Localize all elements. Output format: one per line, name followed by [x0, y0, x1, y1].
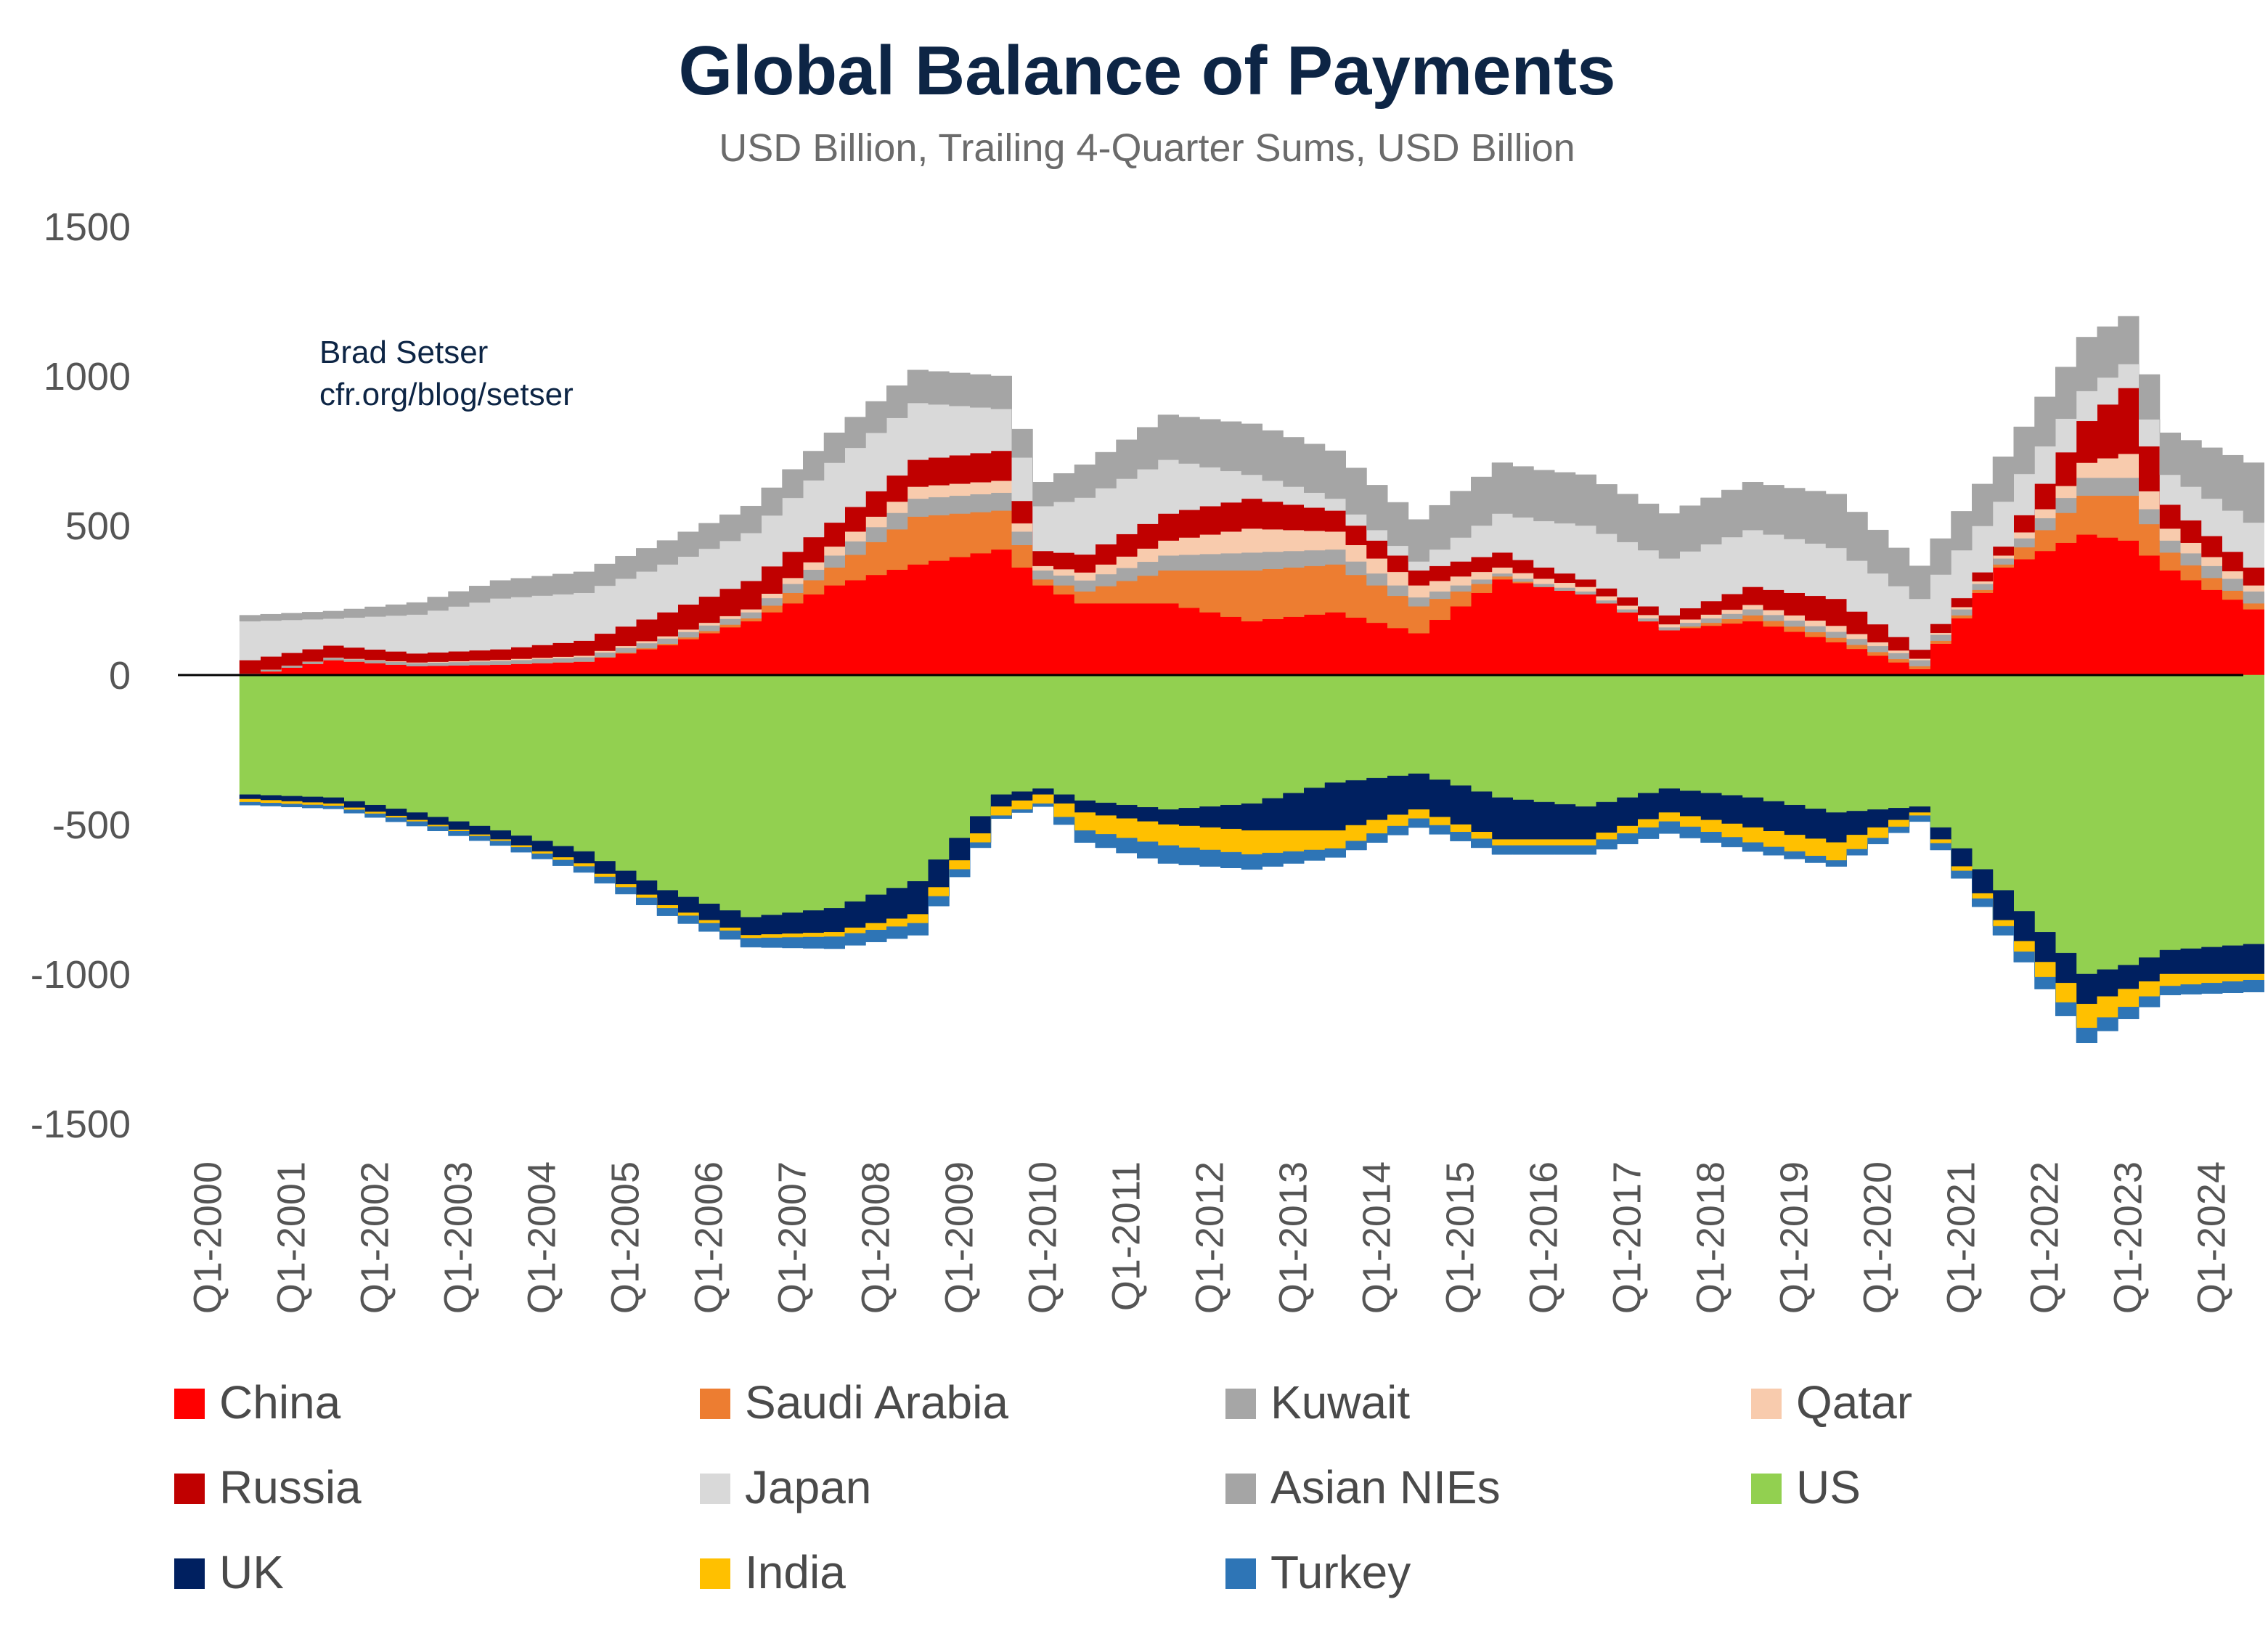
- plot-area: [239, 316, 2264, 1044]
- legend-swatch: [174, 1389, 205, 1419]
- series-area-asian-nies: [239, 316, 2264, 622]
- legend-swatch: [700, 1474, 730, 1504]
- legend-item-asian-nies: Asian NIEs: [1225, 1461, 1501, 1513]
- legend-label: UK: [219, 1546, 284, 1598]
- x-tick-label: Q1-2016: [1522, 1161, 1565, 1314]
- legend: China Saudi Arabia Kuwait Qatar Russia Japan A…: [174, 1376, 1912, 1598]
- legend-label: Japan: [745, 1461, 871, 1513]
- x-tick-label: Q1-2009: [937, 1161, 981, 1314]
- x-tick-label: Q1-2007: [770, 1161, 814, 1314]
- x-tick-label: Q1-2015: [1438, 1161, 1482, 1314]
- legend-item-china: China: [174, 1376, 341, 1429]
- chart-title: Global Balance of Payments: [678, 32, 1615, 110]
- legend-label: Saudi Arabia: [745, 1376, 1008, 1429]
- legend-swatch: [174, 1474, 205, 1504]
- legend-swatch: [174, 1558, 205, 1589]
- y-tick-label: -1500: [30, 1103, 131, 1146]
- x-tick-label: Q1-2005: [603, 1161, 647, 1314]
- x-tick-label: Q1-2011: [1104, 1161, 1148, 1311]
- legend-item-turkey: Turkey: [1225, 1546, 1411, 1598]
- x-tick-label: Q1-2010: [1021, 1161, 1064, 1314]
- legend-label: India: [745, 1546, 846, 1598]
- x-tick-label: Q1-2008: [854, 1161, 897, 1314]
- x-tick-label: Q1-2017: [1605, 1161, 1649, 1314]
- legend-label: US: [1796, 1461, 1861, 1513]
- legend-swatch: [700, 1389, 730, 1419]
- x-tick-label: Q1-2014: [1355, 1161, 1398, 1314]
- chart-subtitle: USD Billion, Trailing 4-Quarter Sums, US…: [719, 126, 1575, 170]
- legend-label: Qatar: [1796, 1376, 1912, 1429]
- y-tick-label: 1000: [44, 355, 131, 399]
- x-tick-label: Q1-2018: [1689, 1161, 1732, 1314]
- x-axis: Q1-2000 Q1-2001 Q1-2002 Q1-2003 Q1-2004 Q1-20…: [186, 1161, 2233, 1314]
- legend-item-uk: UK: [174, 1546, 284, 1598]
- series-area-turkey: [239, 801, 2264, 1044]
- x-tick-label: Q1-2000: [186, 1161, 229, 1314]
- legend-swatch: [1225, 1474, 1256, 1504]
- annotation-author: Brad Setser: [319, 335, 488, 370]
- x-tick-label: Q1-2006: [687, 1161, 730, 1314]
- x-tick-label: Q1-2012: [1188, 1161, 1231, 1314]
- x-tick-label: Q1-2013: [1271, 1161, 1315, 1314]
- legend-swatch: [1751, 1474, 1782, 1504]
- x-tick-label: Q1-2002: [353, 1161, 396, 1314]
- x-tick-label: Q1-2019: [1772, 1161, 1816, 1314]
- legend-label: Kuwait: [1270, 1376, 1410, 1429]
- x-tick-label: Q1-2020: [1856, 1161, 1899, 1314]
- legend-item-japan: Japan: [700, 1461, 871, 1513]
- legend-item-kuwait: Kuwait: [1225, 1376, 1410, 1429]
- x-tick-label: Q1-2004: [520, 1161, 563, 1314]
- y-tick-label: 500: [65, 504, 131, 548]
- x-tick-label: Q1-2024: [2190, 1161, 2233, 1314]
- legend-label: China: [219, 1376, 341, 1429]
- legend-swatch: [700, 1558, 730, 1589]
- annotation-url: cfr.org/blog/setser: [319, 377, 574, 412]
- x-tick-label: Q1-2003: [436, 1161, 480, 1314]
- legend-label: Turkey: [1270, 1546, 1411, 1598]
- legend-swatch: [1751, 1389, 1782, 1419]
- legend-item-india: India: [700, 1546, 846, 1598]
- x-tick-label: Q1-2022: [2023, 1161, 2066, 1314]
- legend-label: Russia: [219, 1461, 362, 1513]
- y-tick-label: 1500: [44, 205, 131, 249]
- y-tick-label: -500: [52, 804, 131, 847]
- y-tick-label: -1000: [30, 953, 131, 997]
- legend-item-us: US: [1751, 1461, 1861, 1513]
- x-tick-label: Q1-2001: [269, 1161, 313, 1314]
- legend-item-saudi-arabia: Saudi Arabia: [700, 1376, 1008, 1429]
- y-axis: 1500 1000 500 0 -500 -1000 -1500: [30, 205, 131, 1146]
- legend-swatch: [1225, 1389, 1256, 1419]
- legend-item-russia: Russia: [174, 1461, 362, 1513]
- x-tick-label: Q1-2023: [2106, 1161, 2150, 1314]
- x-tick-label: Q1-2021: [1939, 1161, 1983, 1314]
- legend-swatch: [1225, 1558, 1256, 1589]
- legend-item-qatar: Qatar: [1751, 1376, 1912, 1429]
- y-tick-label: 0: [109, 654, 131, 698]
- legend-label: Asian NIEs: [1270, 1461, 1501, 1513]
